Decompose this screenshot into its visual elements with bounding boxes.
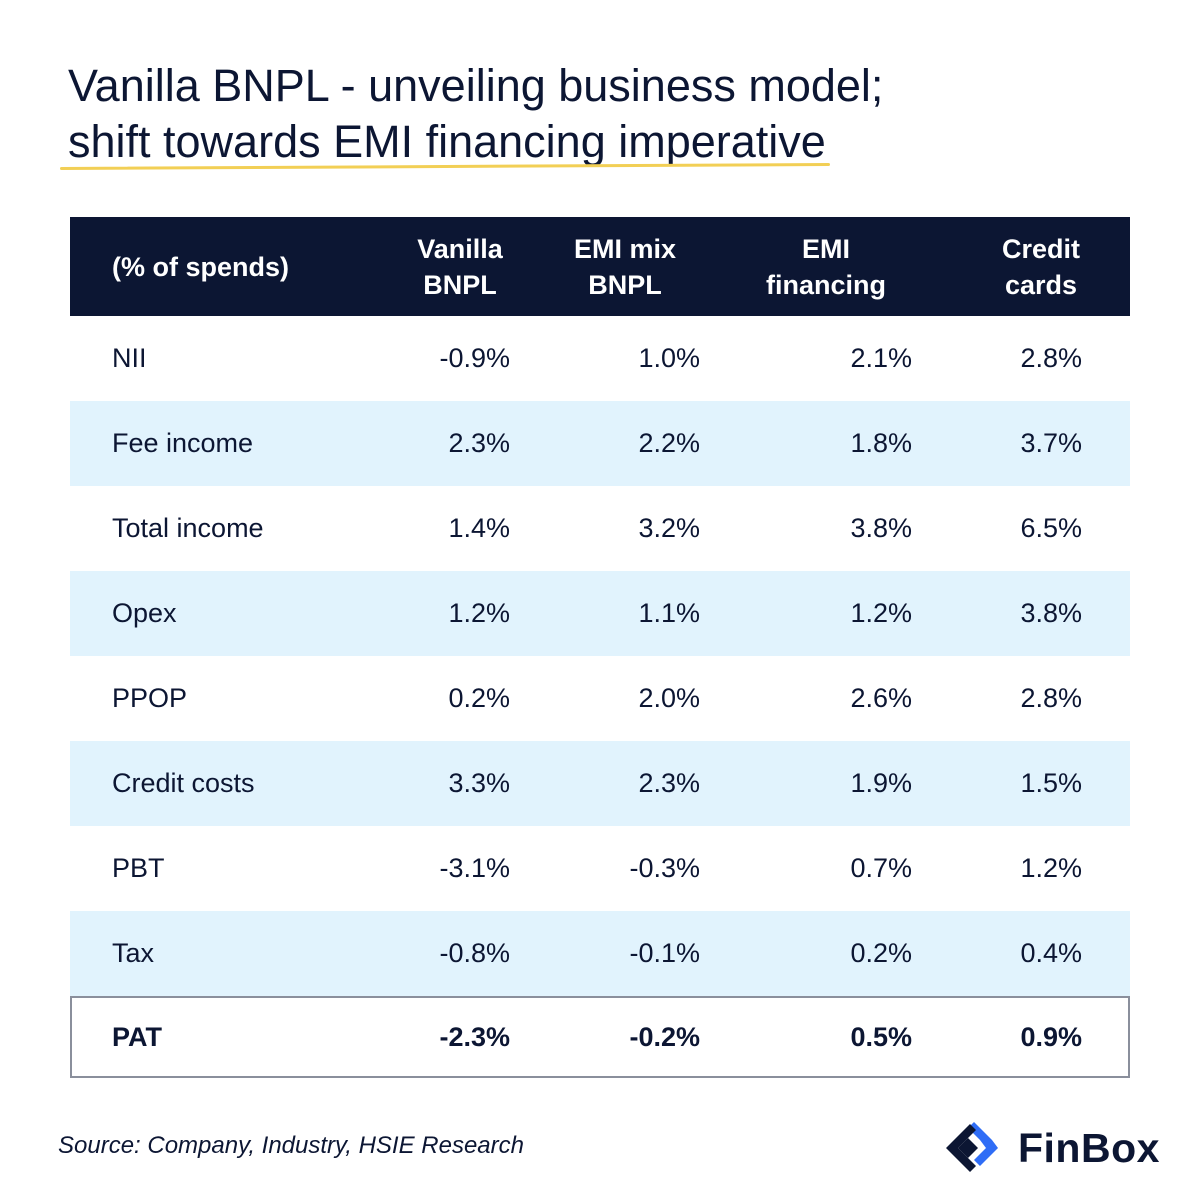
cell-value: 3.3% [448, 768, 510, 798]
row-label: Opex [112, 598, 177, 628]
cell-value: 2.2% [638, 428, 700, 458]
header-emi-mix-bnpl: EMI mix BNPL [510, 217, 700, 316]
table-row-credit-costs: Credit costs 3.3% 2.3% 1.9% 1.5% [70, 741, 1130, 826]
cell-value: 3.2% [638, 513, 700, 543]
cell-value: 3.8% [1020, 598, 1082, 628]
title-line-1: Vanilla BNPL - unveiling business model; [68, 60, 884, 111]
title-line-2: shift towards EMI financing imperative [68, 114, 826, 170]
cell-value: -0.8% [439, 938, 510, 968]
cell-value: 0.5% [850, 1021, 912, 1052]
cell-value: 1.2% [1020, 853, 1082, 883]
cell-value: -0.2% [629, 1021, 700, 1052]
row-label: Tax [112, 938, 155, 968]
header-credit-cards: Credit cards [912, 217, 1130, 316]
header-emi-mix-bnpl-line1: EMI mix [573, 233, 677, 264]
cell-value: 2.0% [638, 683, 700, 713]
cell-value: 1.0% [638, 343, 700, 373]
table-header-row: (% of spends) Vanilla BNPL EMI mix BNPL EM… [70, 217, 1130, 316]
cell-value: 0.7% [850, 853, 912, 883]
header-metric-text: (% of spends) [112, 251, 290, 282]
brand-logo: FinBox [944, 1120, 1160, 1176]
source-note: Source: Company, Industry, HSIE Research [58, 1132, 524, 1159]
financial-table: (% of spends) Vanilla BNPL EMI mix BNPL EM… [70, 217, 1130, 1078]
header-vanilla-bnpl-line2: BNPL [423, 269, 497, 300]
cell-value: 3.8% [850, 513, 912, 543]
cell-value: 1.2% [850, 598, 912, 628]
cell-value: 1.1% [638, 598, 700, 628]
header-emi-financing-line1: EMI [801, 233, 850, 264]
table-row-total-income: Total income 1.4% 3.2% 3.8% 6.5% [70, 486, 1130, 571]
cell-value: 1.4% [448, 513, 510, 543]
cell-value: 2.3% [638, 768, 700, 798]
header-emi-financing: EMI financing [700, 217, 912, 316]
cell-value: 2.3% [448, 428, 510, 458]
cell-value: 0.9% [1020, 1021, 1082, 1052]
row-label: PBT [112, 853, 165, 883]
cell-value: -2.3% [439, 1021, 510, 1052]
cell-value: 0.4% [1020, 938, 1082, 968]
finbox-logo-icon [946, 1122, 998, 1172]
cell-value: 1.9% [850, 768, 912, 798]
cell-value: 1.2% [448, 598, 510, 628]
table-row-opex: Opex 1.2% 1.1% 1.2% 3.8% [70, 571, 1130, 656]
cell-value: 2.8% [1020, 683, 1082, 713]
header-vanilla-bnpl-line1: Vanilla [417, 233, 503, 264]
row-label: Fee income [112, 428, 254, 458]
header-credit-cards-line2: cards [1004, 269, 1078, 300]
header-emi-financing-line2: financing [766, 269, 886, 300]
table-row-ppop: PPOP 0.2% 2.0% 2.6% 2.8% [70, 656, 1130, 741]
row-label: PPOP [112, 683, 188, 713]
cell-value: 2.1% [850, 343, 912, 373]
cell-value: 2.8% [1020, 343, 1082, 373]
header-credit-cards-line1: Credit [1001, 233, 1080, 264]
table-row-tax: Tax -0.8% -0.1% 0.2% 0.4% [70, 911, 1130, 996]
cell-value: 1.8% [850, 428, 912, 458]
cell-value: -0.9% [439, 343, 510, 373]
row-label: PAT [112, 1021, 162, 1052]
row-label: Credit costs [112, 768, 255, 798]
cell-value: -0.1% [629, 938, 700, 968]
row-label: Total income [112, 513, 264, 543]
header-vanilla-bnpl: Vanilla BNPL [360, 217, 510, 316]
table-row-pbt: PBT -3.1% -0.3% 0.7% 1.2% [70, 826, 1130, 911]
cell-value: 0.2% [448, 683, 510, 713]
cell-value: -0.3% [629, 853, 700, 883]
cell-value: 2.6% [850, 683, 912, 713]
page-title: Vanilla BNPL - unveiling business model;… [68, 58, 1128, 170]
table-row-fee-income: Fee income 2.3% 2.2% 1.8% 3.7% [70, 401, 1130, 486]
table-row-pat: PAT -2.3% -0.2% 0.5% 0.9% [70, 996, 1130, 1078]
cell-value: -3.1% [439, 853, 510, 883]
cell-value: 1.5% [1020, 768, 1082, 798]
cell-value: 0.2% [850, 938, 912, 968]
header-emi-mix-bnpl-line2: BNPL [588, 269, 662, 300]
brand-name: FinBox [1018, 1124, 1160, 1171]
cell-value: 6.5% [1020, 513, 1082, 543]
header-metric: (% of spends) [70, 217, 360, 316]
table-row-nii: NII -0.9% 1.0% 2.1% 2.8% [70, 316, 1130, 401]
row-label: NII [112, 343, 147, 373]
cell-value: 3.7% [1020, 428, 1082, 458]
